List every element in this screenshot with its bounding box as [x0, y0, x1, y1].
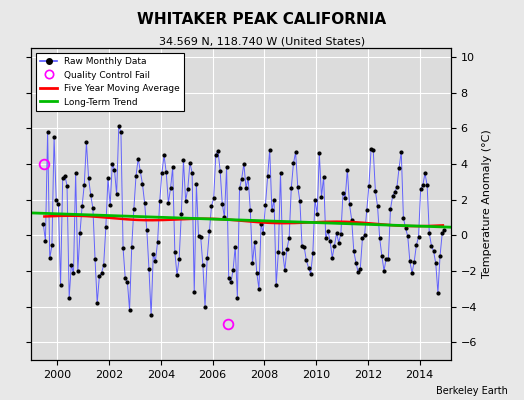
- Legend: Raw Monthly Data, Quality Control Fail, Five Year Moving Average, Long-Term Tren: Raw Monthly Data, Quality Control Fail, …: [36, 52, 184, 111]
- Text: 34.569 N, 118.740 W (United States): 34.569 N, 118.740 W (United States): [159, 36, 365, 46]
- Text: Berkeley Earth: Berkeley Earth: [436, 386, 508, 396]
- Text: WHITAKER PEAK CALIFORNIA: WHITAKER PEAK CALIFORNIA: [137, 12, 387, 27]
- Y-axis label: Temperature Anomaly (°C): Temperature Anomaly (°C): [483, 130, 493, 278]
